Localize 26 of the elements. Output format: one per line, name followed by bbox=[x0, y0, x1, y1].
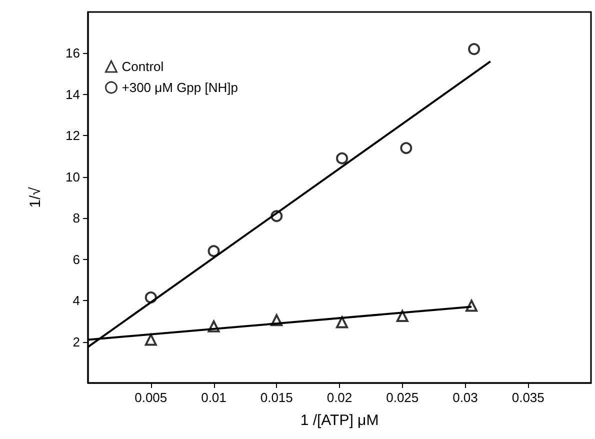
y-tick-label: 10 bbox=[66, 169, 80, 184]
y-tick-label: 12 bbox=[66, 128, 80, 144]
point bbox=[336, 316, 348, 328]
x-axis-title: 1 /[ATP] μM bbox=[300, 412, 379, 429]
point bbox=[468, 43, 480, 56]
point bbox=[396, 310, 408, 322]
x-tick-label: 0.035 bbox=[512, 390, 544, 405]
y-tick-label: 4 bbox=[72, 293, 80, 308]
y-tick-label: 2 bbox=[72, 334, 80, 350]
point bbox=[400, 142, 412, 154]
x-tick-label: 0.005 bbox=[134, 390, 168, 405]
point bbox=[336, 152, 348, 164]
legend-label: +300 μM Gpp [NH]p bbox=[122, 80, 238, 95]
x-tick-label: 0.025 bbox=[386, 390, 419, 405]
y-tick-label: 16 bbox=[66, 46, 80, 61]
point bbox=[144, 334, 157, 346]
x-tick-label: 0.02 bbox=[326, 390, 352, 405]
y-tick-label: 6 bbox=[72, 252, 80, 267]
x-tick-label: 0.015 bbox=[260, 390, 293, 405]
y-axis-title: 1/√ bbox=[27, 186, 44, 208]
x-tick-label: 0.03 bbox=[452, 390, 478, 405]
y-tick-label: 14 bbox=[66, 86, 80, 102]
legend-label: Control bbox=[122, 59, 164, 74]
point bbox=[208, 245, 220, 258]
y-tick-label: 8 bbox=[72, 210, 80, 226]
x-tick-label: 0.01 bbox=[201, 390, 226, 405]
